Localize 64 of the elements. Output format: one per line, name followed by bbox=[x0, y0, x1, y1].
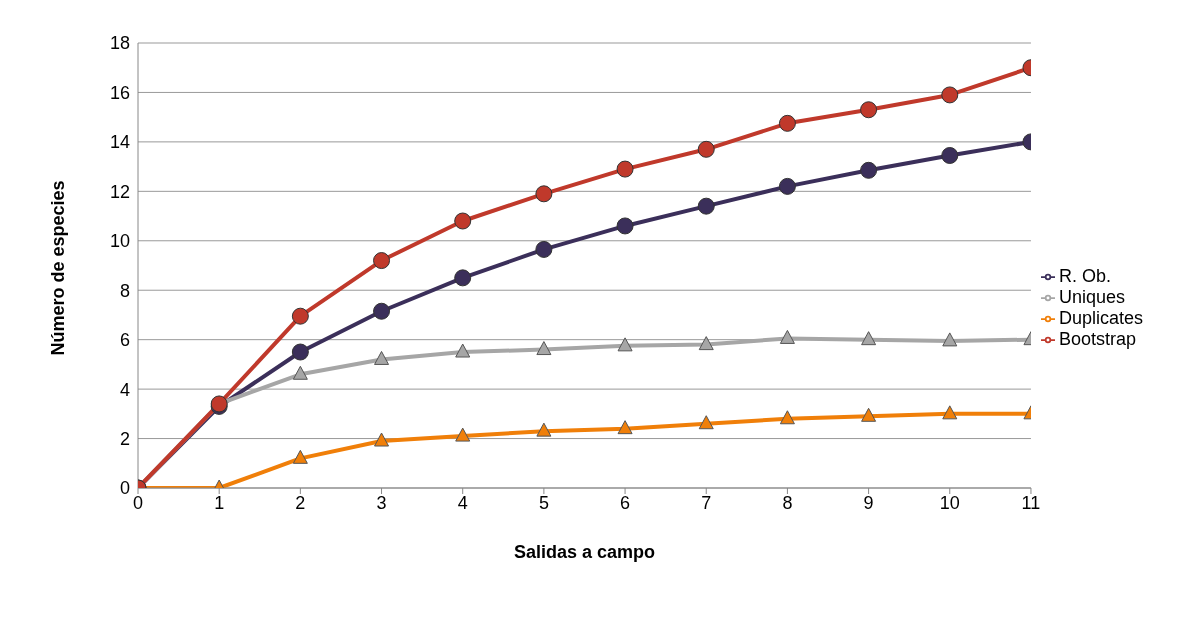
y-tick-label: 14 bbox=[109, 132, 130, 153]
point bbox=[373, 252, 391, 270]
y-axis-title: Número de especies bbox=[48, 180, 69, 356]
x-tick-label: 5 bbox=[538, 492, 549, 513]
point bbox=[942, 405, 958, 420]
point bbox=[291, 307, 309, 325]
point bbox=[454, 269, 472, 287]
y-tick-label: 4 bbox=[119, 379, 130, 400]
point bbox=[698, 336, 714, 351]
x-tick-label: 10 bbox=[939, 492, 960, 513]
point bbox=[697, 197, 715, 215]
point bbox=[455, 427, 471, 442]
x-tick-label: 0 bbox=[132, 492, 144, 513]
point bbox=[616, 160, 634, 178]
point bbox=[373, 302, 391, 320]
y-tick-label: 10 bbox=[109, 231, 130, 252]
point bbox=[455, 343, 471, 358]
x-tick-label: 2 bbox=[295, 492, 306, 513]
point bbox=[779, 329, 795, 344]
point bbox=[292, 449, 308, 464]
point bbox=[941, 86, 959, 104]
point bbox=[698, 415, 714, 430]
point bbox=[617, 337, 633, 352]
point bbox=[778, 177, 796, 195]
x-tick-label: 11 bbox=[1021, 492, 1041, 513]
point bbox=[697, 140, 715, 158]
x-tick-label: 8 bbox=[782, 492, 793, 513]
point bbox=[861, 331, 877, 346]
point bbox=[454, 212, 472, 230]
y-tick-label: 18 bbox=[109, 33, 130, 54]
y-tick-label: 6 bbox=[119, 330, 130, 351]
legend-label: Uniques bbox=[1058, 287, 1125, 307]
point bbox=[291, 343, 309, 361]
point bbox=[536, 422, 552, 437]
y-tick-label: 0 bbox=[119, 478, 130, 499]
point bbox=[535, 240, 553, 258]
point bbox=[778, 114, 796, 132]
x-axis-title: Salidas a campo bbox=[513, 542, 656, 562]
x-tick-label: 7 bbox=[701, 492, 712, 513]
x-tick-label: 3 bbox=[376, 492, 387, 513]
legend-label: Bootstrap bbox=[1058, 329, 1136, 349]
x-tick-label: 6 bbox=[620, 492, 631, 513]
point bbox=[860, 161, 878, 179]
point bbox=[941, 146, 959, 164]
point bbox=[536, 341, 552, 356]
x-tick-label: 1 bbox=[214, 492, 225, 513]
y-tick-label: 12 bbox=[109, 181, 130, 202]
point bbox=[535, 185, 553, 203]
y-tick-label: 16 bbox=[109, 82, 130, 103]
point bbox=[616, 217, 634, 235]
x-tick-label: 4 bbox=[457, 492, 468, 513]
point bbox=[860, 101, 878, 119]
legend-label: R. Ob. bbox=[1058, 266, 1111, 286]
point bbox=[779, 410, 795, 425]
point bbox=[292, 365, 308, 380]
legend-label: Duplicates bbox=[1058, 308, 1143, 328]
point bbox=[374, 350, 390, 365]
point bbox=[861, 407, 877, 422]
y-tick-label: 8 bbox=[119, 280, 130, 301]
y-tick-label: 2 bbox=[119, 428, 130, 449]
point bbox=[942, 332, 958, 347]
point bbox=[374, 432, 390, 447]
point bbox=[617, 420, 633, 435]
x-tick-label: 9 bbox=[863, 492, 874, 513]
